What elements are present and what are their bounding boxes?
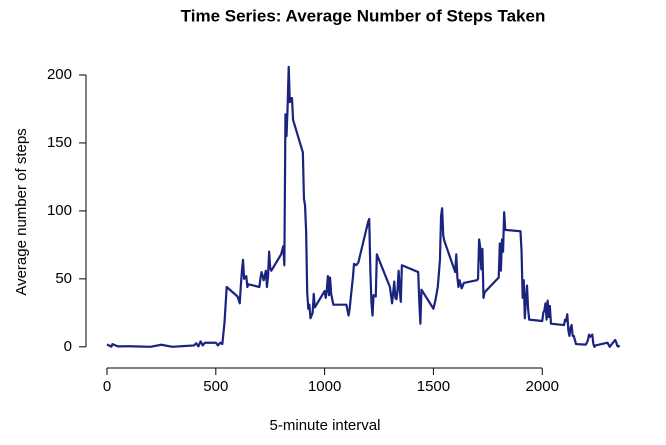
y-tick-label: 100 [47,202,72,219]
x-tick-label: 500 [203,378,228,395]
y-tick-label: 150 [47,134,72,151]
y-tick-label: 200 [47,66,72,83]
y-tick-label: 50 [55,270,72,287]
data-line [106,65,621,348]
y-tick-label: 0 [64,338,72,355]
x-tick-label: 1500 [417,378,450,395]
x-tick-label: 0 [103,378,111,395]
chart-title: Time Series: Average Number of Steps Tak… [181,6,546,25]
x-tick-label: 2000 [526,378,559,395]
x-tick-label: 1000 [308,378,341,395]
x-axis-label: 5-minute interval [270,417,381,434]
y-axis-label: Average number of steps [13,128,30,295]
